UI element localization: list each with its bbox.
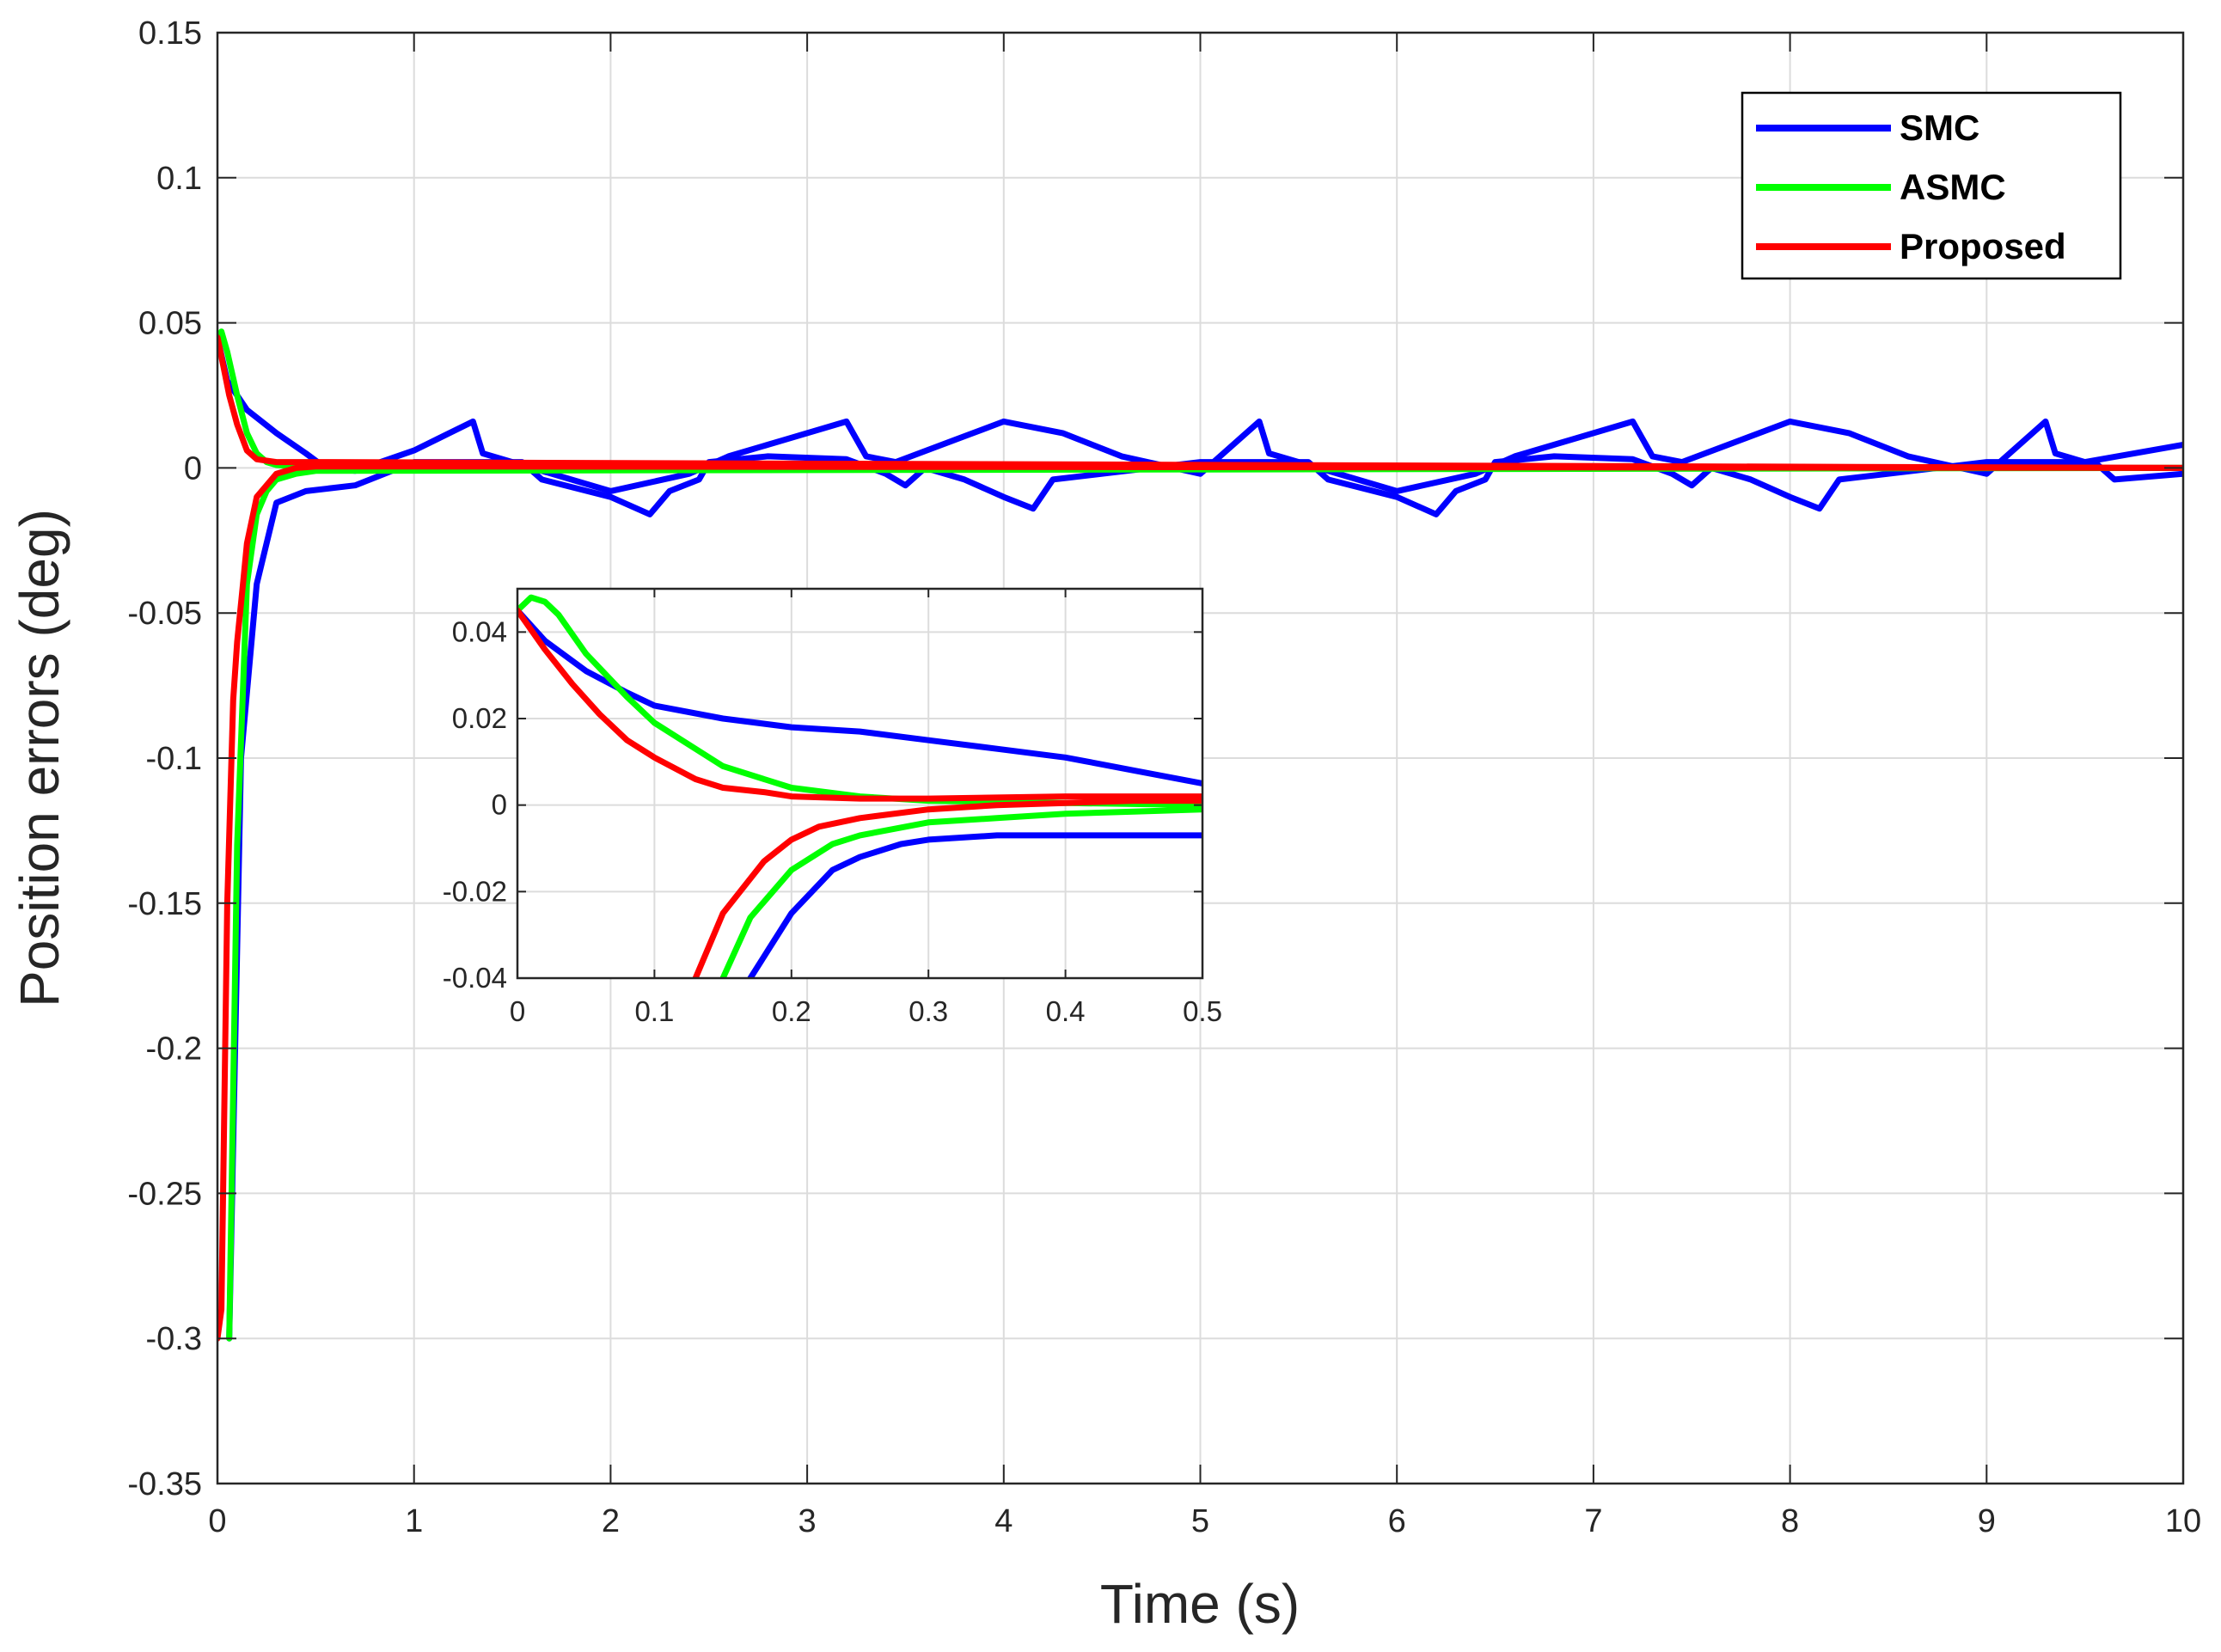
main-y-tick-label: 0.1 (156, 161, 202, 197)
main-series-proposed-line-2 (217, 463, 2183, 1342)
inset-series-smc-line-2 (747, 832, 1202, 978)
inset-series (517, 594, 1202, 978)
inset-axes: 0 0.1 0.2 0.3 0.4 0.5 0.04 0.02 0 -0.02 -0.04 (443, 587, 1222, 1027)
inset-y-tick-label: -0.04 (443, 962, 507, 994)
inset-y-tick-label: 0.02 (452, 702, 507, 734)
inset-y-tick-labels: 0.04 0.02 0 -0.02 -0.04 (443, 615, 1202, 994)
inset-x-tick-label: 0.1 (634, 995, 674, 1027)
legend-label-proposed: Proposed (1900, 226, 2066, 266)
legend-item-smc: SMC (1756, 107, 1979, 148)
inset-x-tick-label: 0.2 (772, 995, 811, 1027)
main-y-tick-label: -0.1 (146, 741, 202, 777)
inset-series-asmc-line-2 (719, 806, 1202, 978)
inset-x-tick-label: 0 (510, 995, 525, 1027)
inset-x-tick-label: 0.3 (909, 995, 948, 1027)
main-y-tick-label: -0.2 (146, 1031, 202, 1068)
legend: SMC ASMC Proposed (1741, 91, 2122, 280)
main-x-tick-labels: 0 1 2 3 4 5 6 7 8 9 10 (208, 33, 2201, 1539)
inset-y-tick-label: -0.02 (443, 875, 507, 907)
main-y-tick-labels: 0.15 0.1 0.05 0 -0.05 -0.1 -0.15 -0.2 -0.25 -0.3 -… (127, 15, 2183, 1502)
legend-label-smc: SMC (1900, 107, 1979, 148)
main-y-tick-label: 0.05 (138, 306, 202, 342)
main-series-proposed-line-1 (217, 334, 2183, 471)
main-y-tick-label: -0.35 (127, 1466, 202, 1502)
main-x-tick-label: 4 (994, 1503, 1013, 1539)
main-y-tick-label: -0.15 (127, 886, 202, 922)
y-axis-title: Position errors (deg) (9, 509, 70, 1007)
main-series (217, 328, 2183, 1342)
inset-x-tick-label: 0.5 (1183, 995, 1222, 1027)
inset-y-tick-label: 0.04 (452, 615, 507, 647)
inset-y-tick-label: 0 (492, 789, 507, 821)
inset-series-proposed-line-2 (692, 798, 1202, 978)
main-y-tick-label: 0.15 (138, 15, 202, 52)
main-x-tick-label: 2 (602, 1503, 620, 1539)
inset-series-smc-line-1 (517, 607, 1202, 786)
main-y-tick-label: -0.3 (146, 1321, 202, 1357)
inset-plot-area (517, 589, 1202, 978)
main-x-tick-label: 8 (1781, 1503, 1799, 1539)
legend-item-asmc: ASMC (1756, 167, 2006, 207)
x-axis-title: Time (s) (1100, 1573, 1300, 1635)
main-x-tick-label: 9 (1978, 1503, 1996, 1539)
inset-series-proposed-line-1 (517, 607, 1202, 802)
inset-x-tick-label: 0.4 (1046, 995, 1086, 1027)
main-y-tick-label: 0 (184, 450, 202, 486)
main-x-tick-label: 5 (1191, 1503, 1209, 1539)
legend-item-proposed: Proposed (1756, 226, 2066, 266)
legend-label-asmc: ASMC (1900, 167, 2006, 207)
main-x-tick-label: 0 (208, 1503, 226, 1539)
main-x-tick-label: 3 (798, 1503, 817, 1539)
main-x-tick-label: 1 (405, 1503, 423, 1539)
main-series-asmc-line-2 (226, 464, 2183, 1342)
inset-plot-frame (516, 587, 1204, 980)
main-x-tick-label: 6 (1388, 1503, 1406, 1539)
inset-x-tick-labels: 0 0.1 0.2 0.3 0.4 0.5 (510, 589, 1222, 1027)
main-x-tick-label: 7 (1584, 1503, 1602, 1539)
main-x-tick-label: 10 (2165, 1503, 2201, 1539)
main-y-tick-label: -0.05 (127, 596, 202, 632)
main-y-tick-label: -0.25 (127, 1176, 202, 1212)
